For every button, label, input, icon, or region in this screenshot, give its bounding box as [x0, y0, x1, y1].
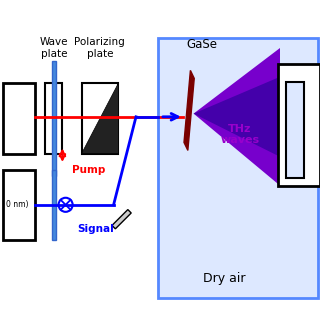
- Text: THz
waves: THz waves: [220, 124, 260, 145]
- Bar: [3, 170, 35, 240]
- Polygon shape: [194, 77, 280, 157]
- Polygon shape: [82, 83, 118, 154]
- Polygon shape: [184, 70, 194, 150]
- Bar: [52, 61, 56, 176]
- Polygon shape: [194, 48, 280, 186]
- Text: GaSe: GaSe: [186, 38, 217, 51]
- Text: Wave
plate: Wave plate: [40, 37, 68, 59]
- Bar: [278, 64, 320, 186]
- Bar: [52, 170, 56, 240]
- Bar: [82, 83, 118, 154]
- Text: Pump: Pump: [72, 164, 105, 175]
- Bar: [45, 83, 62, 154]
- Bar: [158, 38, 318, 298]
- Bar: [286, 82, 304, 178]
- Bar: [3, 83, 35, 154]
- Text: Polarizing
plate: Polarizing plate: [75, 37, 125, 59]
- Text: Dry air: Dry air: [203, 272, 245, 285]
- Text: Signal: Signal: [77, 224, 114, 234]
- Text: 0 nm): 0 nm): [6, 200, 29, 209]
- Polygon shape: [112, 210, 131, 229]
